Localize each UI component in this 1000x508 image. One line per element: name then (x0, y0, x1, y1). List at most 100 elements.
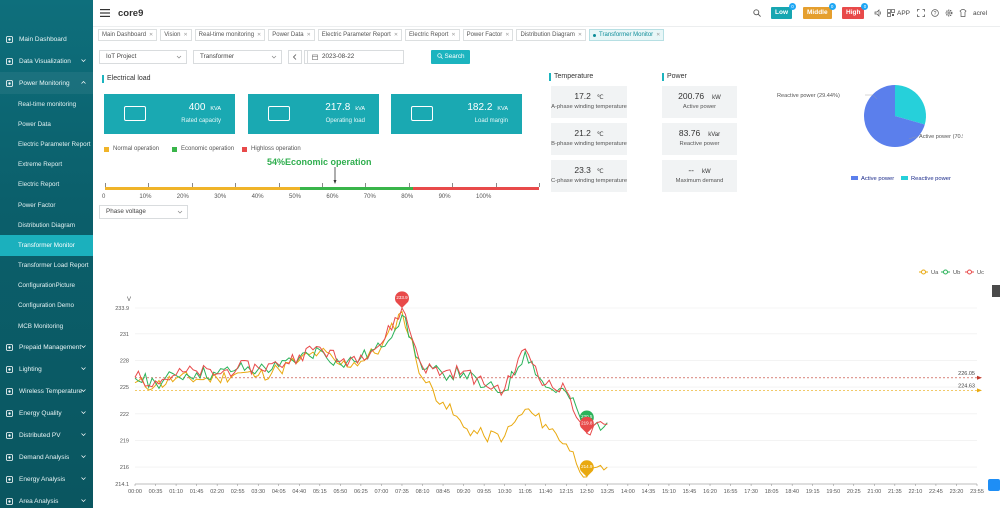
close-icon[interactable]: ✕ (149, 32, 154, 38)
sidebar-subitem-mcb-monitoring[interactable]: MCB Monitoring (18, 322, 64, 330)
sidebar-item-energy-quality[interactable]: Energy Quality (0, 402, 93, 424)
search-icon[interactable] (753, 9, 761, 17)
sidebar-subitem-transformer-monitor[interactable]: Transformer Monitor (0, 235, 93, 256)
sidebar-subitem-electric-report[interactable]: Electric Report (18, 181, 60, 189)
dashboard-icon (6, 35, 13, 43)
sidebar-item-label: Distributed PV (19, 431, 61, 439)
sidebar-subitem-configuration-demo[interactable]: Configuration Demo (18, 302, 75, 310)
sidebar-item-prepaid-management[interactable]: Prepaid Management (0, 336, 93, 358)
expand-fab-button[interactable] (988, 479, 1000, 491)
x-tick-label: 06:25 (354, 489, 368, 495)
pie-slice-reactive-power[interactable] (895, 85, 926, 125)
y-axis-label: V (127, 297, 131, 303)
chevron-left-icon (292, 54, 297, 60)
close-icon[interactable]: ✕ (257, 32, 262, 38)
tab-transformer-monitor[interactable]: Transformer Monitor ✕ (589, 29, 665, 41)
menu-toggle-icon[interactable] (100, 8, 110, 18)
close-icon[interactable]: ✕ (451, 32, 456, 38)
gauge-segment (413, 187, 539, 190)
x-tick-label: 02:55 (231, 489, 245, 495)
gauge-tick-mark (495, 183, 497, 187)
close-icon[interactable]: ✕ (656, 32, 661, 38)
legend-dot-icon (943, 269, 948, 275)
sidebar-subitem-power-factor[interactable]: Power Factor (18, 201, 56, 209)
sidebar-subitem-transformer-load-report[interactable]: Transformer Load Report (18, 262, 89, 270)
chart-image-icon (124, 106, 146, 121)
side-panel-toggle[interactable] (992, 285, 1000, 297)
peak-marker-uc[interactable]: 219.8 (579, 416, 594, 434)
rated-capacity-label: Rated capacity (181, 118, 221, 124)
sidebar-item-power-monitoring[interactable]: Power Monitoring (0, 72, 93, 94)
legend-normal-label: Normal operation (113, 146, 160, 152)
x-tick-label: 15:45 (683, 489, 697, 495)
qrcode-icon[interactable] (887, 9, 895, 17)
tab-power-data[interactable]: Power Data ✕ (268, 29, 315, 41)
search-button[interactable]: Search (431, 50, 470, 64)
date-picker[interactable]: 2023-08-22 (307, 50, 404, 64)
marker-pin-icon (394, 291, 409, 308)
help-icon[interactable]: ? (931, 9, 939, 17)
pie-legend-label[interactable]: Reactive power (911, 176, 951, 182)
sidebar-item-distributed-pv[interactable]: Distributed PV (0, 424, 93, 446)
tab-vision[interactable]: Vision ✕ (160, 29, 192, 41)
y-tick-label: 233.9 (115, 306, 129, 312)
gauge-tick-label: 40% (251, 194, 264, 200)
operating-load-unit: kVA (355, 106, 365, 112)
sidebar-subitem-power-data[interactable]: Power Data (18, 120, 51, 128)
area-icon (6, 497, 13, 505)
x-tick-label: 19:50 (826, 489, 840, 495)
legend-label-ua[interactable]: Ua (931, 270, 939, 276)
close-icon[interactable]: ✕ (183, 32, 188, 38)
prev-date-button[interactable] (288, 50, 302, 64)
speaker-icon[interactable] (874, 9, 882, 17)
alarm-low-badge[interactable]: Low 0 (771, 3, 796, 19)
fullscreen-icon[interactable] (917, 9, 925, 17)
light-icon (6, 365, 13, 373)
sidebar-subitem-extreme-report[interactable]: Extreme Report (18, 161, 63, 169)
sidebar-subitem-distribution-diagram[interactable]: Distribution Diagram (18, 221, 76, 229)
pie-legend-label[interactable]: Active power (861, 176, 894, 182)
legend-label-ub[interactable]: Ub (953, 270, 960, 276)
alarm-low-count: 0 (789, 3, 796, 10)
voltage-type-select[interactable]: Phase voltage (99, 205, 188, 219)
sidebar: Main Dashboard Data Visualization Power Mo… (0, 0, 93, 508)
tab-real-time-monitoring[interactable]: Real-time monitoring ✕ (194, 29, 266, 41)
pie-slice-active-power[interactable] (864, 85, 925, 147)
close-icon[interactable]: ✕ (577, 32, 583, 38)
sidebar-item-label: Demand Analysis (19, 453, 70, 461)
peak-marker-uc[interactable]: 233.9 (394, 291, 409, 308)
alarm-high-badge[interactable]: High 0 (842, 3, 869, 19)
sidebar-subitem-real-time-monitoring[interactable]: Real-time monitoring (18, 100, 77, 108)
sidebar-item-lighting[interactable]: Lighting (0, 358, 93, 380)
tab-distribution-diagram[interactable]: Distribution Diagram ✕ (516, 29, 587, 41)
power-unit: kW (712, 95, 721, 101)
settings-icon[interactable] (945, 9, 953, 17)
tab-electric-report[interactable]: Electric Report ✕ (405, 29, 460, 41)
sidebar-item-data-visualization[interactable]: Data Visualization (0, 50, 93, 72)
alarm-middle-badge[interactable]: Middle 0 (803, 3, 836, 19)
theme-icon[interactable] (959, 9, 967, 17)
legend-label-uc[interactable]: Uc (977, 270, 984, 276)
sidebar-item-energy-analysis[interactable]: Energy Analysis (0, 468, 93, 490)
x-tick-label: 13:25 (600, 489, 614, 495)
close-icon[interactable]: ✕ (306, 32, 311, 38)
sidebar-item-wireless-temperature[interactable]: Wireless Temperature (0, 380, 93, 402)
tab-power-factor[interactable]: Power Factor ✕ (462, 29, 514, 41)
sidebar-subitem-electric-parameter-report[interactable]: Electric Parameter Report (18, 140, 91, 148)
tab-electric-parameter-report[interactable]: Electric Parameter Report ✕ (317, 29, 403, 41)
user-name[interactable]: acrel (973, 10, 988, 17)
tab-main-dashboard[interactable]: Main Dashboard ✕ (98, 29, 158, 41)
marker-pin-icon (579, 460, 594, 477)
sidebar-item-demand-analysis[interactable]: Demand Analysis (0, 446, 93, 468)
temperature-title: Temperature (549, 73, 593, 81)
peak-marker-ua[interactable]: 214.9 (579, 460, 594, 477)
app-link[interactable]: APP (897, 10, 911, 17)
device-select[interactable]: Transformer (193, 50, 282, 64)
close-icon[interactable]: ✕ (393, 32, 399, 38)
x-tick-label: 01:45 (190, 489, 204, 495)
sidebar-item-area-analysis[interactable]: Area Analysis (0, 490, 93, 508)
close-icon[interactable]: ✕ (505, 32, 510, 38)
sidebar-subitem-configurationpicture[interactable]: ConfigurationPicture (18, 282, 76, 290)
sidebar-item-main-dashboard[interactable]: Main Dashboard (0, 28, 93, 50)
project-select[interactable]: IoT Project (99, 50, 187, 64)
